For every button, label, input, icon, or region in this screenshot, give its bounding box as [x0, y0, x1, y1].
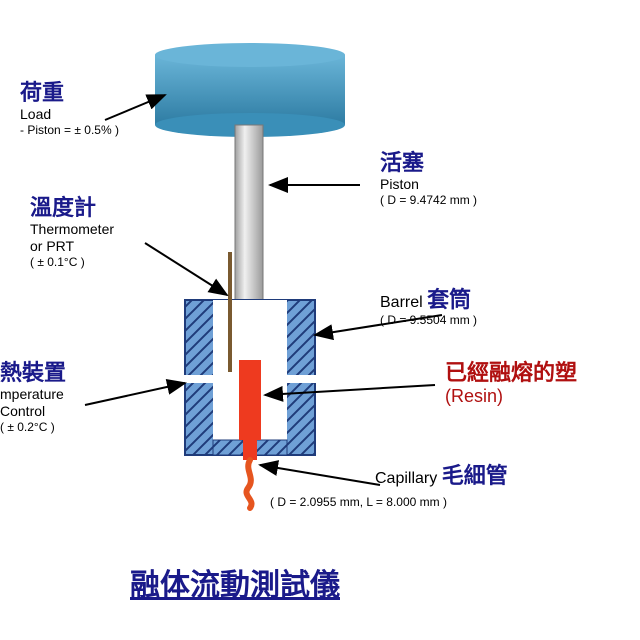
label-capillary: Capillary 毛細管: [375, 463, 508, 489]
label-heater: 熱裝置 mperature Control ( ± 0.2°C ): [0, 360, 66, 434]
label-load: 荷重 Load - Piston = ± 0.5% ): [20, 80, 119, 138]
label-thermometer: 溫度計 Thermometer or PRT ( ± 0.1°C ): [30, 195, 114, 269]
label-resin: 已經融熔的塑 (Resin): [445, 360, 577, 408]
label-capillary-sub: ( D = 2.0955 mm, L = 8.000 mm ): [270, 495, 447, 509]
label-piston: 活塞 Piston ( D = 9.4742 mm ): [380, 150, 477, 208]
label-barrel: Barrel 套筒 ( D = 9.5504 mm ): [380, 287, 477, 328]
diagram-title: 融体流動測試儀: [130, 560, 340, 604]
